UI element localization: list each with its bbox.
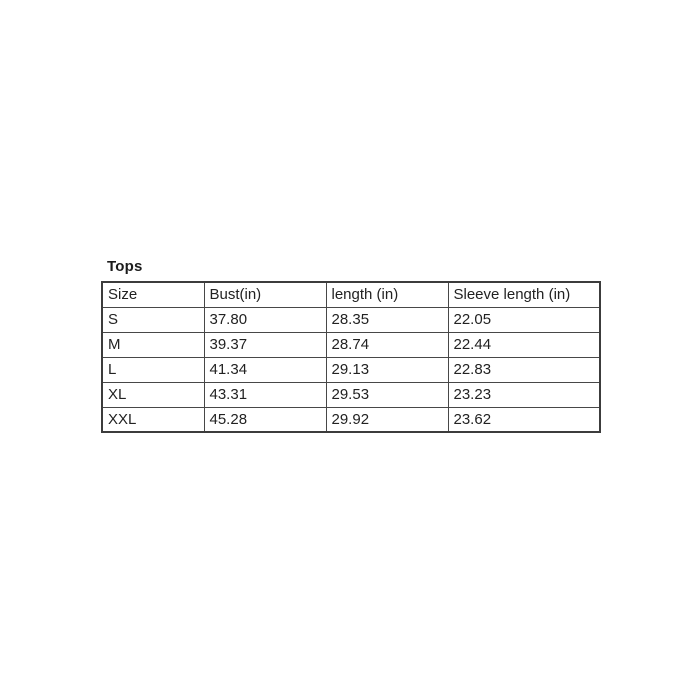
table-row-l: L 41.34 29.13 22.83	[101, 356, 601, 383]
size-chart-title: Tops	[107, 258, 143, 275]
table-row-s: S 37.80 28.35 22.05	[101, 306, 601, 333]
size-chart-table: Size Bust(in) length (in) Sleeve length …	[101, 281, 601, 433]
column-header-length: length (in)	[325, 281, 449, 308]
cell-length: 28.74	[325, 331, 449, 358]
size-chart-block: Tops Size Bust(in) length (in) Sleeve le…	[101, 258, 601, 433]
cell-bust: 39.37	[203, 331, 327, 358]
cell-size: L	[101, 356, 205, 383]
cell-sleeve: 23.23	[447, 381, 601, 408]
cell-sleeve: 23.62	[447, 406, 601, 433]
column-header-bust: Bust(in)	[203, 281, 327, 308]
cell-bust: 43.31	[203, 381, 327, 408]
cell-length: 29.92	[325, 406, 449, 433]
cell-length: 29.13	[325, 356, 449, 383]
header-row: Size Bust(in) length (in) Sleeve length …	[101, 281, 601, 308]
table-row-xxl: XXL 45.28 29.92 23.62	[101, 406, 601, 433]
cell-length: 28.35	[325, 306, 449, 333]
cell-bust: 41.34	[203, 356, 327, 383]
cell-size: XXL	[101, 406, 205, 433]
cell-sleeve: 22.05	[447, 306, 601, 333]
cell-sleeve: 22.83	[447, 356, 601, 383]
cell-bust: 37.80	[203, 306, 327, 333]
table-row-m: M 39.37 28.74 22.44	[101, 331, 601, 358]
column-header-size: Size	[101, 281, 205, 308]
cell-size: S	[101, 306, 205, 333]
cell-length: 29.53	[325, 381, 449, 408]
column-header-sleeve: Sleeve length (in)	[447, 281, 601, 308]
cell-sleeve: 22.44	[447, 331, 601, 358]
cell-size: XL	[101, 381, 205, 408]
cell-size: M	[101, 331, 205, 358]
cell-bust: 45.28	[203, 406, 327, 433]
table-row-xl: XL 43.31 29.53 23.23	[101, 381, 601, 408]
